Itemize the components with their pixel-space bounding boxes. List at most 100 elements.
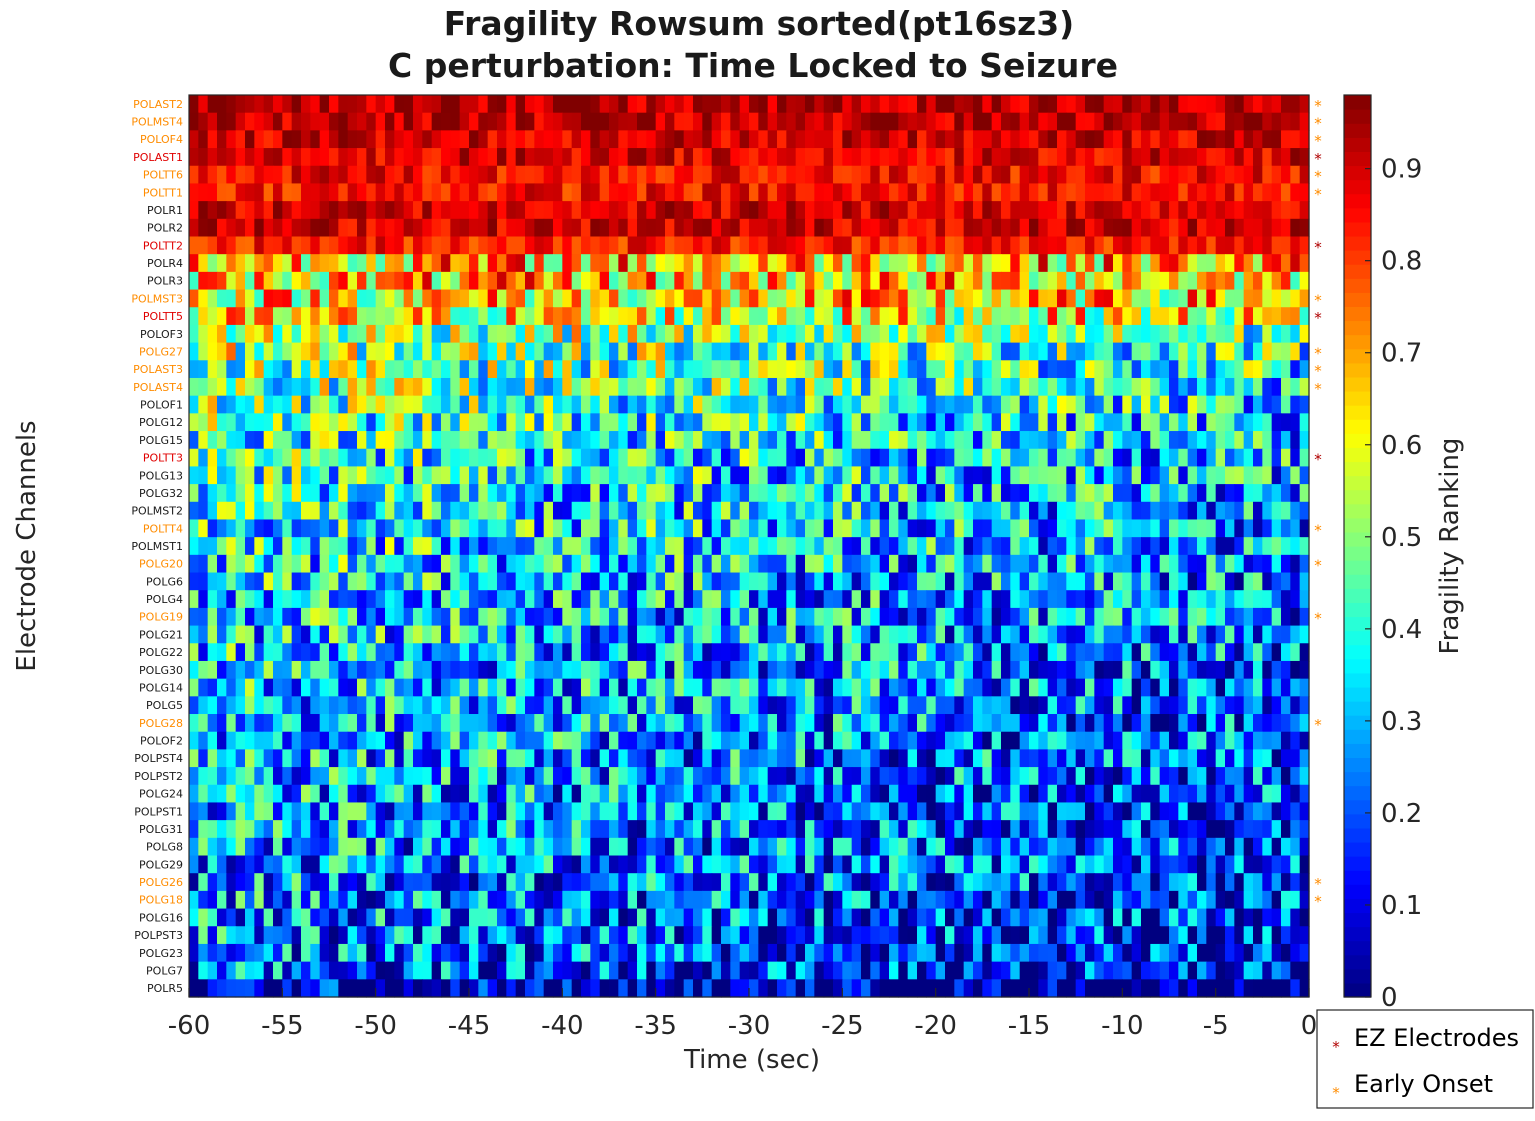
heatmap-cell [973, 395, 983, 414]
heatmap-cell [973, 201, 983, 220]
heatmap-cell [506, 395, 517, 414]
heatmap-cell [347, 183, 358, 202]
heatmap-cell [1066, 148, 1077, 167]
heatmap-cell [310, 537, 321, 556]
heatmap-cell [711, 466, 722, 485]
heatmap-cell [758, 802, 769, 821]
heatmap-cell [879, 731, 890, 750]
heatmap-cell [730, 784, 741, 804]
heatmap-cell [851, 554, 862, 574]
heatmap-cell [805, 607, 815, 627]
heatmap-cell [553, 201, 563, 220]
heatmap-cell [431, 484, 442, 503]
heatmap-cell [562, 660, 573, 680]
heatmap-cell [1234, 484, 1245, 503]
heatmap-cell [1253, 714, 1263, 733]
heatmap-cell [319, 537, 330, 556]
heatmap-cell [553, 678, 563, 697]
heatmap-cell [814, 112, 825, 131]
heatmap-cell [674, 607, 685, 627]
heatmap-cell [758, 607, 769, 627]
heatmap-cell [1047, 590, 1058, 609]
heatmap-cell [907, 431, 918, 450]
heatmap-cell [319, 660, 330, 680]
heatmap-cell [263, 607, 274, 627]
heatmap-cell [450, 714, 461, 733]
heatmap-cell [1281, 448, 1291, 468]
heatmap-cell [1281, 360, 1291, 379]
heatmap-cell [1019, 165, 1030, 185]
heatmap-cell [711, 148, 722, 167]
heatmap-cell [1271, 201, 1282, 220]
heatmap-cell [469, 236, 479, 255]
heatmap-cell [1169, 254, 1179, 273]
heatmap-cell [805, 643, 815, 662]
heatmap-cell [814, 466, 825, 485]
heatmap-cell [571, 590, 582, 609]
heatmap-cell [1131, 395, 1142, 414]
heatmap-cell [805, 307, 815, 326]
heatmap-cell [263, 183, 274, 202]
heatmap-cell [851, 148, 862, 167]
heatmap-cell [879, 324, 890, 344]
heatmap-cell [1299, 448, 1310, 468]
heatmap-cell [795, 342, 806, 361]
heatmap-cell [189, 696, 199, 715]
heatmap-cell [842, 643, 853, 662]
heatmap-cell [786, 254, 797, 273]
heatmap-cell [1113, 165, 1123, 185]
heatmap-cell [637, 678, 647, 697]
heatmap-cell [786, 95, 797, 114]
heatmap-cell [814, 537, 825, 556]
heatmap-cell [1262, 625, 1273, 644]
heatmap-cell [889, 95, 899, 114]
heatmap-cell [422, 130, 433, 149]
heatmap-cell [627, 148, 638, 167]
heatmap-cell [907, 501, 918, 521]
heatmap-cell [189, 802, 199, 821]
heatmap-cell [366, 572, 377, 591]
heatmap-cell [1001, 607, 1011, 627]
heatmap-cell [329, 395, 339, 414]
heatmap-cell [366, 324, 377, 344]
heatmap-cell [1299, 678, 1310, 697]
heatmap-cell [711, 501, 722, 521]
heatmap-cell [674, 660, 685, 680]
heatmap-cell [917, 749, 927, 768]
heatmap-cell [954, 342, 965, 361]
heatmap-cell [1141, 625, 1151, 644]
heatmap-cell [245, 820, 255, 839]
heatmap-cell [693, 767, 703, 786]
heatmap-cell [301, 466, 311, 485]
heatmap-cell [1290, 271, 1301, 291]
heatmap-cell [1187, 165, 1198, 185]
heatmap-cell [459, 395, 470, 414]
heatmap-cell [898, 749, 909, 768]
heatmap-cell [459, 731, 470, 750]
heatmap-cell [907, 749, 918, 768]
heatmap-cell [609, 201, 619, 220]
heatmap-cell [1066, 218, 1077, 238]
heatmap-cell [1066, 678, 1077, 697]
heatmap-cell [665, 802, 675, 821]
heatmap-cell [319, 95, 330, 114]
heatmap-cell [497, 714, 507, 733]
heatmap-cell [721, 590, 731, 609]
heatmap-cell [823, 731, 834, 750]
heatmap-cell [1271, 537, 1282, 556]
heatmap-cell [982, 590, 993, 609]
heatmap-cell [394, 466, 405, 485]
heatmap-cell [861, 395, 871, 414]
heatmap-cell [301, 201, 311, 220]
heatmap-cell [366, 236, 377, 255]
heatmap-cell [973, 148, 983, 167]
heatmap-cell [254, 165, 265, 185]
heatmap-cell [926, 714, 937, 733]
heatmap-cell [329, 767, 339, 786]
heatmap-cell [599, 537, 610, 556]
heatmap-cell [235, 660, 246, 680]
heatmap-cell [1169, 537, 1179, 556]
heatmap-cell [413, 802, 423, 821]
heatmap-cell [403, 431, 414, 450]
heatmap-cell [991, 201, 1002, 220]
